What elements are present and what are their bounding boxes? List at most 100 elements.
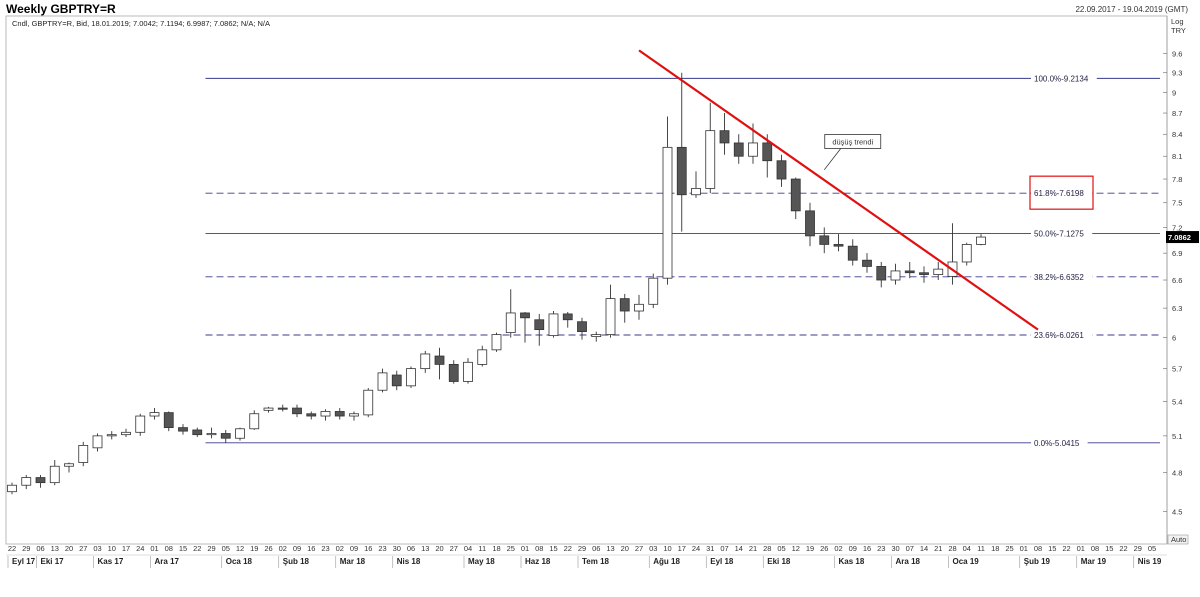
x-month-label: Oca 18 (226, 557, 253, 566)
candle-body (676, 146, 687, 196)
fib-label: 61.8%-7.6198 (1034, 189, 1084, 198)
x-week-label: 28 (763, 544, 771, 553)
x-week-label: 26 (264, 544, 272, 553)
x-week-label: 18 (991, 544, 999, 553)
x-month-label: Nis 19 (1138, 557, 1162, 566)
y-tick-label: 6.3 (1172, 304, 1182, 313)
candle-body (448, 364, 459, 382)
x-week-label: 15 (1105, 544, 1113, 553)
candle-body (292, 407, 302, 415)
x-month-label: Ağu 18 (653, 557, 680, 566)
x-week-label: 02 (279, 544, 287, 553)
candle-body (819, 235, 830, 245)
x-month-label: Mar 19 (1081, 557, 1107, 566)
x-week-label: 24 (136, 544, 144, 553)
x-week-label: 18 (492, 544, 500, 553)
candle-body (933, 268, 944, 275)
candle-body (961, 244, 972, 263)
auto-scale-button[interactable] (1167, 534, 1189, 545)
y-tick-label: 8.4 (1172, 130, 1182, 139)
candle-body (862, 259, 872, 267)
fib-highlight-box (1029, 175, 1094, 210)
y-tick-label: 5.7 (1172, 365, 1182, 374)
candle-body (220, 433, 231, 439)
candle-body (377, 372, 388, 391)
x-week-label: 12 (792, 544, 800, 553)
x-week-label: 20 (435, 544, 443, 553)
x-week-label: 13 (421, 544, 429, 553)
candle-body (776, 160, 787, 180)
x-week-label: 23 (321, 544, 329, 553)
x-week-label: 29 (578, 544, 586, 553)
candle-body (662, 146, 673, 279)
x-week-label: 01 (1077, 544, 1085, 553)
x-week-label: 01 (521, 544, 529, 553)
candles (7, 72, 986, 495)
candle-body (790, 178, 801, 212)
x-week-label: 15 (549, 544, 557, 553)
x-week-label: 27 (635, 544, 643, 553)
x-week-label: 27 (450, 544, 458, 553)
x-week-label: 07 (906, 544, 914, 553)
y-tick-label: 7.5 (1172, 199, 1182, 208)
candle-body (35, 477, 46, 484)
x-week-label: 01 (150, 544, 158, 553)
x-month-label: Oca 19 (953, 557, 980, 566)
candle-body (192, 429, 203, 436)
x-week-label: 24 (692, 544, 700, 553)
x-week-label: 26 (820, 544, 828, 553)
fib-label-bg (1031, 271, 1093, 282)
candle-body (406, 368, 416, 387)
overlays: düşüş trendi (638, 49, 1039, 331)
candle-body (121, 431, 131, 436)
x-month-label: Şub 19 (1024, 557, 1051, 566)
x-week-label: 23 (378, 544, 386, 553)
x-week-label: 06 (407, 544, 415, 553)
x-month-label: Ara 18 (896, 557, 921, 566)
x-week-label: 02 (336, 544, 344, 553)
candle-body (648, 277, 659, 305)
candle-body (591, 334, 602, 338)
candle-body (577, 321, 587, 333)
candle-body (7, 484, 17, 493)
x-week-label: 27 (79, 544, 87, 553)
x-week-label: 16 (307, 544, 315, 553)
x-week-label: 06 (592, 544, 600, 553)
annotation-text: düşüş trendi (832, 137, 873, 146)
axis-scale-label: Log (1171, 17, 1184, 26)
x-week-label: 29 (1134, 544, 1142, 553)
fib-label: 100.0%-9.2134 (1034, 74, 1089, 83)
x-week-label: 19 (250, 544, 258, 553)
fib-label: 0.0%-5.0415 (1034, 439, 1080, 448)
candle-body (562, 313, 573, 321)
plot-frame (5, 15, 1168, 545)
candle-body (520, 312, 530, 319)
last-price-tag (1166, 231, 1199, 244)
x-week-label: 08 (1091, 544, 1099, 553)
y-tick-label: 8.1 (1172, 152, 1182, 161)
y-tick-label: 6.9 (1172, 249, 1182, 258)
x-axis: 22 29 06 13 20 27 03 10 17 24 01 08 15 22 29 05 12 19 26 02… (7, 544, 1162, 568)
candle-body (149, 412, 160, 417)
x-week-label: 10 (663, 544, 671, 553)
x-month-label: Tem 18 (582, 557, 610, 566)
candle-body (548, 313, 559, 337)
y-tick-label: 6.6 (1172, 276, 1182, 285)
x-week-label: 02 (834, 544, 842, 553)
candle-body (235, 428, 245, 439)
last-price-label: 7.0862 (1168, 233, 1191, 242)
x-week-label: 22 (1062, 544, 1070, 553)
instrument-info: Cndl, GBPTRY=R, Bid, 18.01.2019; 7.0042;… (12, 19, 271, 28)
candle-body (890, 270, 901, 281)
x-week-label: 09 (293, 544, 301, 553)
candle-body (349, 413, 359, 417)
x-week-label: 05 (777, 544, 785, 553)
x-week-label: 08 (535, 544, 543, 553)
candle-body (505, 312, 516, 334)
x-month-label: Şub 18 (283, 557, 310, 566)
fib-label: 50.0%-7.1275 (1034, 230, 1084, 239)
x-week-label: 03 (649, 544, 657, 553)
x-week-label: 08 (165, 544, 173, 553)
x-week-label: 14 (735, 544, 743, 553)
